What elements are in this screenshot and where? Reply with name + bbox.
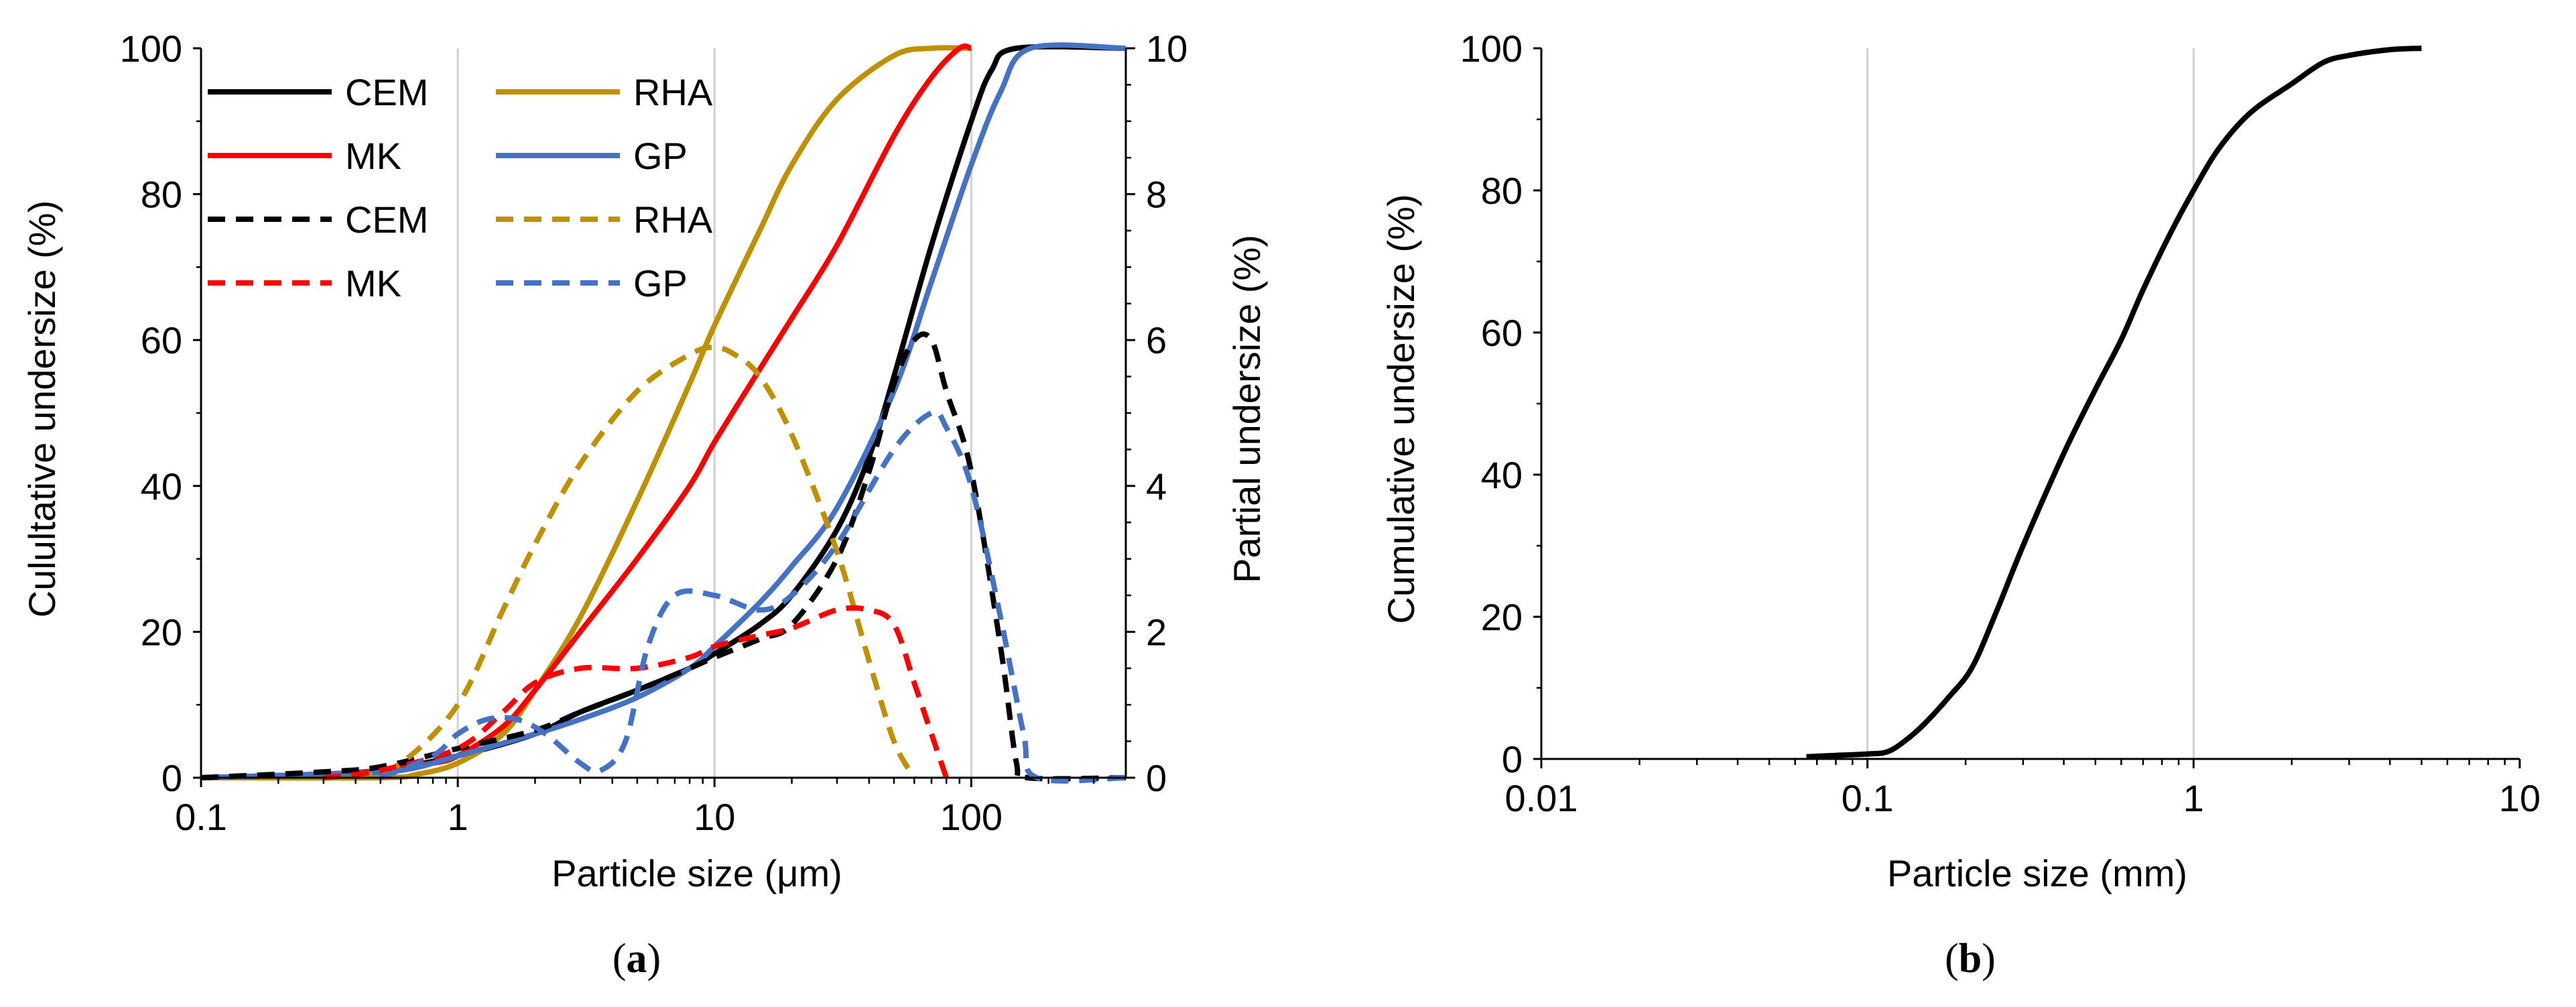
series-gp-solid bbox=[200, 42, 1126, 780]
y-tick-label: 100 bbox=[120, 27, 182, 70]
legend: CEM RHA MK GP CEM RHA MK GP bbox=[208, 71, 713, 304]
y-tick-label: 20 bbox=[1481, 596, 1523, 638]
panel-a-xlabel: Particle size (μm) bbox=[552, 852, 842, 894]
x-tick-label: 0.1 bbox=[175, 796, 227, 838]
series-rha-dashed bbox=[355, 345, 917, 780]
legend-label: RHA bbox=[633, 198, 713, 241]
y2-tick-label: 8 bbox=[1146, 174, 1167, 216]
legend-label: GP bbox=[633, 135, 688, 177]
panel-b-xlabel: Particle size (mm) bbox=[1887, 852, 2187, 894]
legend-label: RHA bbox=[633, 71, 713, 113]
y-tick-label: 60 bbox=[141, 319, 182, 361]
legend-label: GP bbox=[633, 262, 688, 304]
y-tick-label: 0 bbox=[162, 757, 182, 799]
x-tick-label: 10 bbox=[694, 796, 735, 838]
y2-tick-label: 2 bbox=[1146, 611, 1167, 653]
y-tick-label: 80 bbox=[141, 174, 182, 216]
x-tick-label: 100 bbox=[940, 796, 1003, 838]
y2-tick-label: 10 bbox=[1146, 27, 1187, 70]
y-tick-label: 40 bbox=[141, 465, 182, 508]
y-tick-label: 20 bbox=[141, 611, 182, 653]
y-tick-label: 40 bbox=[1481, 454, 1523, 496]
y-tick-label: 100 bbox=[1460, 27, 1523, 70]
legend-label: CEM bbox=[345, 71, 428, 113]
y2-tick-label: 0 bbox=[1146, 757, 1167, 799]
x-tick-label: 1 bbox=[2183, 777, 2204, 819]
y-tick-label: 60 bbox=[1481, 312, 1523, 354]
legend-label: MK bbox=[345, 135, 401, 177]
panel-b-label: (b) bbox=[1945, 936, 1996, 982]
series-gp-dashed bbox=[379, 409, 1126, 784]
x-tick-label: 10 bbox=[2499, 777, 2540, 819]
x-tick-label: 1 bbox=[448, 796, 468, 838]
y2-tick-label: 4 bbox=[1146, 465, 1167, 508]
x-tick-label: 0.01 bbox=[1505, 777, 1578, 819]
panel-a-ylabel: Culultative undersize (%) bbox=[21, 200, 63, 617]
series-sand-solid bbox=[1806, 46, 2422, 760]
y-tick-label: 0 bbox=[1502, 738, 1523, 780]
legend-label: MK bbox=[345, 262, 401, 304]
series-mk-dashed bbox=[323, 605, 949, 780]
panel-a-y2label: Partial undersize (%) bbox=[1226, 235, 1268, 583]
series-rha-solid bbox=[200, 45, 972, 781]
panel-b-ylabel: Cumulative undersize (%) bbox=[1380, 194, 1422, 624]
panel-a-label: (a) bbox=[613, 936, 661, 982]
y2-tick-label: 6 bbox=[1146, 319, 1167, 361]
legend-label: CEM bbox=[345, 198, 428, 241]
x-tick-label: 0.1 bbox=[1842, 777, 1894, 819]
y-tick-label: 80 bbox=[1481, 170, 1523, 212]
